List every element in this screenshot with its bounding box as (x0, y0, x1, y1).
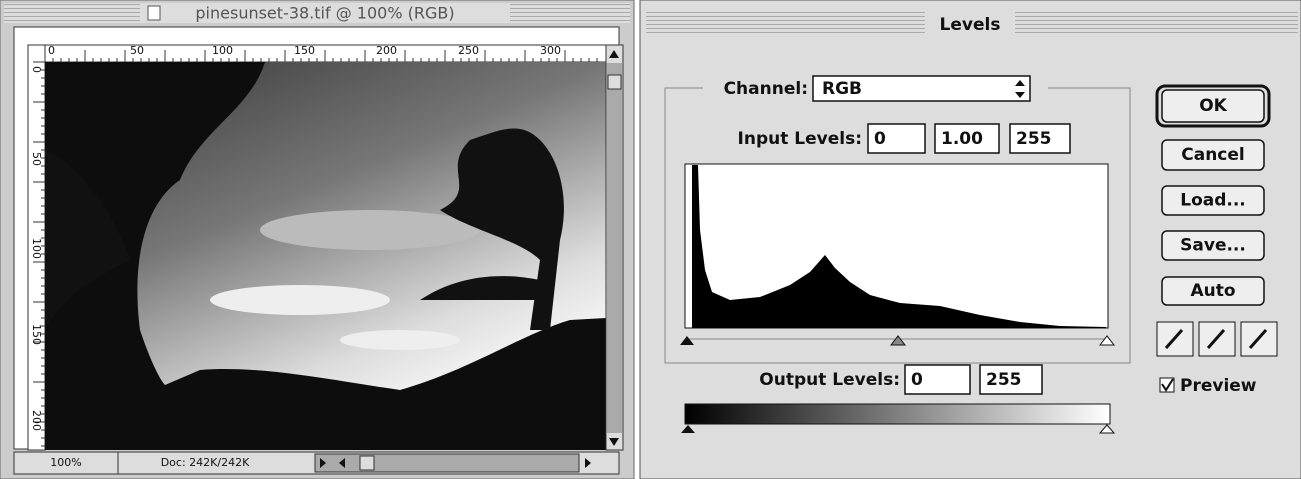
button-label: Save... (1180, 236, 1246, 256)
doc-size: Doc: 242K/242K (161, 456, 250, 469)
input-value: 1.00 (941, 129, 983, 149)
button-label: Load... (1180, 191, 1246, 211)
left-ruler-label: 200 (30, 410, 43, 431)
input-value: 255 (1016, 129, 1052, 149)
scroll-thumb[interactable] (608, 75, 621, 89)
button-label: Auto (1190, 281, 1235, 301)
horizontal-scrollbar[interactable] (315, 454, 579, 472)
zoom-level: 100% (50, 456, 81, 469)
output-levels-label: Output Levels: (759, 370, 900, 390)
top-ruler-label: 150 (294, 44, 315, 57)
top-ruler-label: 0 (48, 44, 55, 57)
button-label: OK (1199, 96, 1227, 116)
top-ruler-label: 200 (376, 44, 397, 57)
page: pinesunset-38.tif @ 100% (RGB) 0 50 100 150… (0, 0, 1301, 479)
eyedroppers[interactable] (1157, 322, 1277, 356)
left-ruler-label: 100 (30, 238, 43, 259)
input-value: 0 (874, 129, 886, 149)
top-ruler-label: 300 (540, 44, 561, 57)
output-value: 255 (986, 370, 1022, 390)
window-title: pinesunset-38.tif @ 100% (RGB) (195, 4, 454, 23)
dialog-title: Levels (940, 15, 1001, 35)
top-ruler-label: 250 (458, 44, 479, 57)
channel-value: RGB (822, 79, 862, 99)
channel-label: Channel: (724, 79, 808, 99)
top-ruler-label: 50 (130, 44, 144, 57)
left-ruler-label: 0 (30, 66, 43, 73)
image (45, 62, 606, 450)
left-ruler-label: 150 (30, 324, 43, 345)
output-value: 0 (911, 370, 923, 390)
screen: pinesunset-38.tif @ 100% (RGB) 0 50 100 150… (0, 0, 1301, 479)
top-ruler-label: 100 (212, 44, 233, 57)
left-ruler-label: 50 (30, 152, 43, 166)
button-label: Cancel (1181, 145, 1244, 165)
output-gradient (685, 404, 1110, 424)
preview-label: Preview (1180, 376, 1257, 396)
input-levels-label: Input Levels: (738, 129, 862, 149)
levels-dialog: Levels Channel: RGB Input Levels: 0 1.00 2… (640, 0, 1301, 479)
document-window: pinesunset-38.tif @ 100% (RGB) 0 50 100 150… (0, 0, 634, 479)
